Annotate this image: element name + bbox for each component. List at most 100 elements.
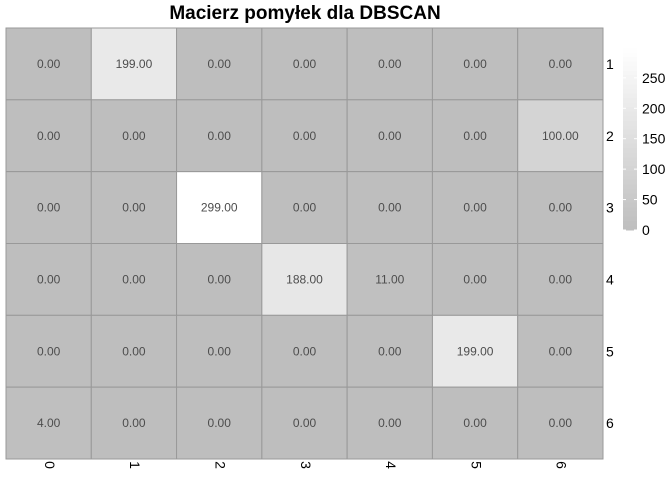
cell-value-label: 0.00 <box>463 129 487 143</box>
color-legend: 0 50 100 150 200 250 <box>623 48 666 238</box>
legend-gradient-segment <box>623 75 637 81</box>
cell-value-label: 0.00 <box>378 344 402 358</box>
legend-gradient-segment <box>623 70 637 76</box>
heatmap-cell <box>5 171 92 245</box>
legend-gradient-segment <box>623 148 637 154</box>
cell-value-label: 299.00 <box>201 201 238 215</box>
heatmap-cell <box>431 99 519 173</box>
chart-title: Macierz pomyłek dla DBSCAN <box>169 3 441 24</box>
y-tick-label: 4 <box>606 271 614 287</box>
legend-gradient-segment <box>623 143 637 149</box>
cell-value-label: 0.00 <box>293 129 317 143</box>
legend-gradient-segment <box>623 84 637 90</box>
cell-value-label: 100.00 <box>542 129 579 143</box>
cell-value-label: 0.00 <box>549 344 573 358</box>
legend-gradient-segment <box>623 66 637 72</box>
legend-gradient-segment <box>623 125 637 131</box>
legend-tick-label: 200 <box>642 100 666 116</box>
legend-gradient-segment <box>623 57 637 63</box>
legend-gradient-segment <box>623 139 637 145</box>
cell-value-label: 0.00 <box>549 272 573 286</box>
heatmap-cell <box>5 314 92 388</box>
cell-value-label: 0.00 <box>122 344 146 358</box>
legend-gradient-segment <box>623 225 637 231</box>
heatmap-cell <box>5 243 92 316</box>
heatmap-cell <box>261 386 348 460</box>
legend-gradient-segment <box>623 111 637 117</box>
cell-value-label: 0.00 <box>549 201 573 215</box>
heatmap-cell <box>261 99 348 173</box>
cell-value-label: 0.00 <box>37 201 61 215</box>
legend-gradient-segment <box>623 166 637 172</box>
heatmap-cell <box>431 314 519 388</box>
cell-value-label: 0.00 <box>293 57 317 71</box>
heatmap-cell <box>176 386 263 460</box>
heatmap-cell <box>176 243 263 316</box>
legend-gradient-segment <box>623 48 637 54</box>
cell-value-label: 0.00 <box>122 129 146 143</box>
x-tick-label: 6 <box>554 461 570 469</box>
legend-gradient-segment <box>623 189 637 195</box>
heatmap-cell <box>346 314 433 388</box>
heatmap-cell <box>261 314 348 388</box>
heatmap-cell <box>431 386 519 460</box>
legend-gradient-segment <box>623 116 637 122</box>
legend-gradient-segment <box>623 220 637 226</box>
x-tick-label: 2 <box>213 461 229 469</box>
legend-gradient-segment <box>623 211 637 217</box>
cell-value-label: 11.00 <box>375 272 404 286</box>
heatmap-cell <box>346 99 433 173</box>
legend-tick-label: 150 <box>642 131 666 147</box>
legend-tick-label: 250 <box>642 70 666 86</box>
legend-tick-label: 0 <box>642 222 650 238</box>
legend-gradient-segment <box>623 161 637 167</box>
y-tick-label: 5 <box>606 343 614 359</box>
cell-value-label: 199.00 <box>457 344 494 358</box>
cell-value-label: 0.00 <box>122 416 146 430</box>
cell-value-label: 0.00 <box>549 57 573 71</box>
legend-gradient-segment <box>623 134 637 140</box>
y-axis-tick-labels: 1 2 3 4 5 6 <box>606 56 614 431</box>
cell-value-label: 0.00 <box>378 201 402 215</box>
cell-value-label: 0.00 <box>293 344 317 358</box>
cell-value-label: 0.00 <box>378 57 402 71</box>
x-tick-label: 3 <box>298 461 314 469</box>
cell-value-label: 0.00 <box>549 416 573 430</box>
legend-tick-label: 50 <box>642 192 658 208</box>
legend-gradient-segment <box>623 93 637 99</box>
y-tick-label: 3 <box>606 200 614 216</box>
legend-gradient-segment <box>623 207 637 213</box>
heatmap-cell <box>517 171 604 245</box>
cell-value-label: 0.00 <box>208 416 232 430</box>
cell-value-label: 0.00 <box>122 272 146 286</box>
cell-value-label: 199.00 <box>116 57 153 71</box>
heatmap-cell <box>346 171 433 245</box>
legend-gradient-segment <box>623 170 637 176</box>
cell-value-label: 4.00 <box>37 416 61 430</box>
cell-value-label: 0.00 <box>293 201 317 215</box>
legend-gradient-segment <box>623 98 637 104</box>
legend-gradient-segment <box>623 79 637 85</box>
heatmap-cell <box>517 99 604 173</box>
x-axis-tick-labels: 0 1 2 3 4 5 6 <box>42 461 570 469</box>
legend-gradient-segment <box>623 102 637 108</box>
legend-gradient-segment <box>623 88 637 94</box>
y-tick-label: 6 <box>606 415 614 431</box>
legend-gradient-segment <box>623 175 637 181</box>
heatmap-cell <box>176 314 263 388</box>
cell-value-label: 0.00 <box>208 57 232 71</box>
heatmap-cells: 0.00 199.00 0.00 0.00 0.00 0.00 0.00 0.00 0.00 0.… <box>5 27 604 460</box>
legend-tick-label: 100 <box>642 161 666 177</box>
cell-value-label: 188.00 <box>286 272 323 286</box>
heatmap-cell <box>346 27 433 101</box>
legend-gradient-segment <box>623 52 637 58</box>
cell-value-label: 0.00 <box>293 416 317 430</box>
heatmap-cell <box>517 314 604 388</box>
cell-value-label: 0.00 <box>378 129 402 143</box>
heatmap-cell <box>431 27 519 101</box>
heatmap-cell <box>517 386 604 460</box>
legend-gradient-segment <box>623 198 637 204</box>
legend-gradient-segment <box>623 152 637 158</box>
cell-value-label: 0.00 <box>37 57 61 71</box>
x-tick-label: 4 <box>383 461 399 469</box>
